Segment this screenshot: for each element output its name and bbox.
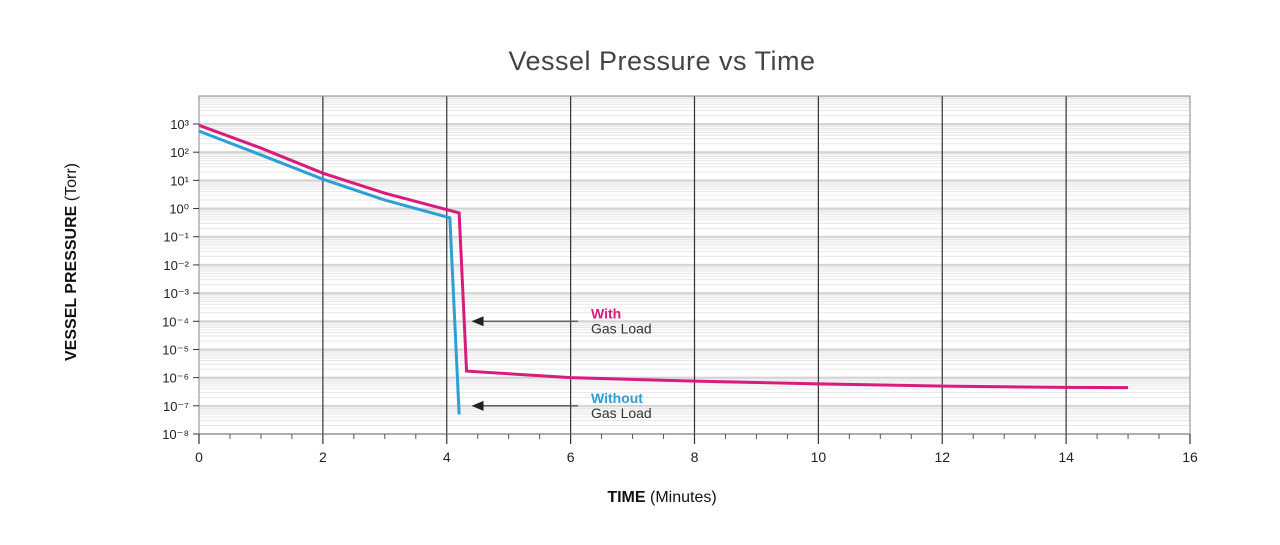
y-axis-label-bold: VESSEL PRESSURE bbox=[63, 205, 80, 361]
y-axis-label: VESSEL PRESSURE (Torr) bbox=[63, 163, 80, 361]
x-axis-label-bold: TIME bbox=[607, 489, 646, 506]
grid bbox=[199, 96, 1190, 435]
x-axis-label-unit: (Minutes) bbox=[646, 489, 717, 506]
y-tick-label: 10⁻³ bbox=[163, 286, 189, 301]
series-line-with-gas-load bbox=[198, 123, 1129, 390]
y-tick-label: 10² bbox=[170, 145, 189, 160]
annotation-title: Without bbox=[591, 390, 643, 406]
y-tick-label: 10⁻⁵ bbox=[162, 342, 189, 357]
y-tick-label: 10⁻¹ bbox=[163, 230, 189, 245]
y-tick-label: 10¹ bbox=[170, 173, 189, 188]
annotation-title: With bbox=[591, 305, 621, 321]
series-line-without-gas-load bbox=[198, 129, 461, 415]
x-axis-label: TIME (Minutes) bbox=[607, 489, 716, 506]
x-tick-label: 14 bbox=[1058, 449, 1074, 465]
arrow-head-icon bbox=[471, 316, 484, 327]
x-tick-label: 4 bbox=[443, 449, 451, 465]
y-tick-label: 10⁻² bbox=[163, 258, 189, 273]
x-tick-label: 0 bbox=[195, 449, 203, 465]
x-tick-label: 6 bbox=[567, 449, 575, 465]
y-axis-label-unit: (Torr) bbox=[63, 163, 80, 206]
annotation-subtitle: Gas Load bbox=[591, 405, 652, 421]
y-tick-label: 10⁻⁷ bbox=[163, 399, 189, 414]
y-tick-label: 10⁻⁸ bbox=[162, 427, 189, 442]
x-tick-label: 2 bbox=[319, 449, 327, 465]
y-tick-label: 10³ bbox=[170, 117, 189, 132]
x-tick-label: 8 bbox=[691, 449, 699, 465]
y-tick-label: 10⁰ bbox=[169, 202, 189, 217]
arrow-head-icon bbox=[471, 400, 484, 411]
series-layer bbox=[198, 123, 1129, 415]
y-tick-label: 10⁻⁶ bbox=[162, 371, 189, 386]
axes: 0 2 4 6 8 10 12 14 16 10³ 10² 10¹ 10⁰ 10⁻¹ 10⁻² 10⁻³ 10⁻… bbox=[162, 95, 1198, 465]
x-tick-label: 10 bbox=[811, 449, 827, 465]
x-tick-label: 16 bbox=[1182, 449, 1198, 465]
x-tick-label: 12 bbox=[934, 449, 950, 465]
annotation-subtitle: Gas Load bbox=[591, 320, 652, 336]
y-tick-label: 10⁻⁴ bbox=[162, 314, 189, 329]
chart-title: Vessel Pressure vs Time bbox=[508, 46, 815, 76]
